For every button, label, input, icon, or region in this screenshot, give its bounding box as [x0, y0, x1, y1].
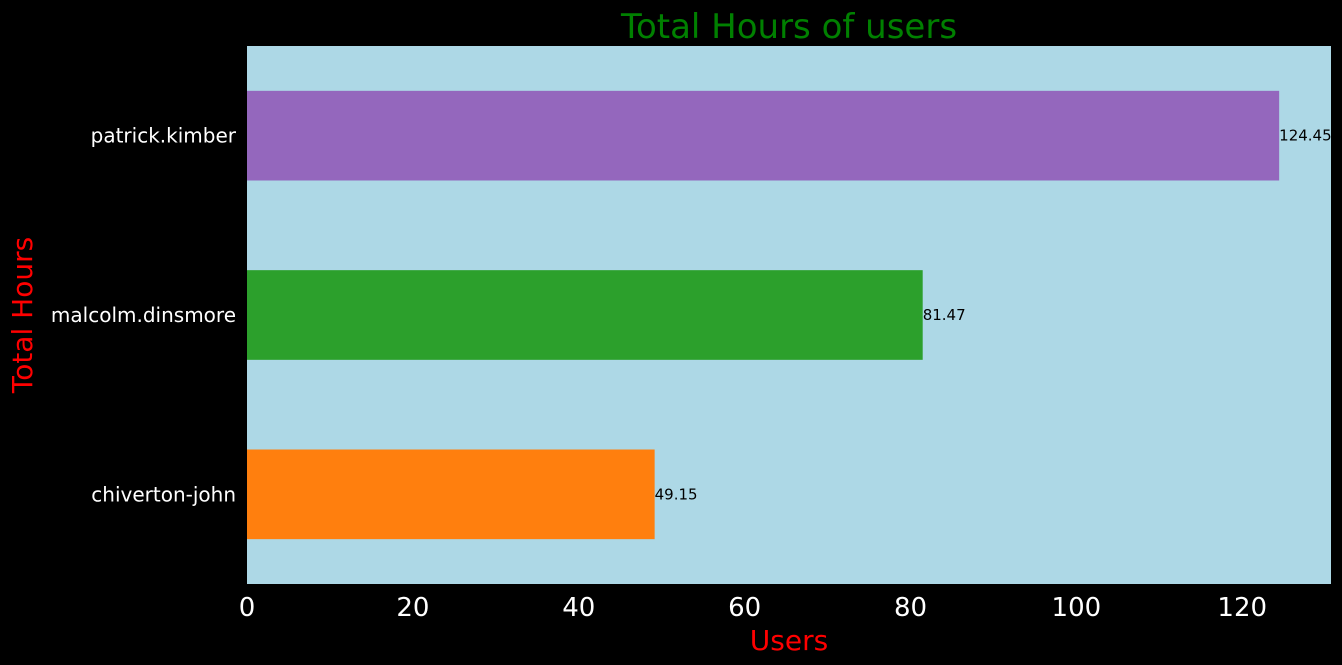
value-label-malcolm.dinsmore: 81.47	[923, 306, 966, 324]
bar-patrick.kimber	[247, 90, 1280, 181]
x-tick-label: 60	[728, 593, 761, 623]
y-axis-title: Total Hours	[6, 237, 39, 394]
bars-group	[247, 90, 1280, 540]
x-tick-label: 100	[1052, 593, 1102, 623]
x-tick-label: 120	[1217, 593, 1267, 623]
value-labels-group: 49.15 81.47 124.45	[655, 127, 1332, 504]
x-tick-label: 80	[894, 593, 927, 623]
x-tick-labels: 0 20 40 60 80 100 120	[239, 593, 1267, 623]
value-label-chiverton-john: 49.15	[655, 485, 698, 503]
x-tick-label: 0	[239, 593, 256, 623]
category-label-malcolm.dinsmore: malcolm.dinsmore	[51, 303, 236, 327]
value-label-patrick.kimber: 124.45	[1279, 127, 1332, 145]
x-tick-label: 20	[396, 593, 429, 623]
x-tick-label: 40	[562, 593, 595, 623]
y-category-labels: chiverton-john malcolm.dinsmore patrick.ki…	[51, 124, 237, 507]
bar-chiverton-john	[247, 449, 655, 540]
chart-title: Total Hours of users	[620, 7, 957, 47]
x-axis-title: Users	[750, 624, 828, 657]
category-label-patrick.kimber: patrick.kimber	[91, 124, 237, 148]
bar-malcolm.dinsmore	[247, 270, 923, 360]
category-label-chiverton-john: chiverton-john	[91, 482, 236, 506]
